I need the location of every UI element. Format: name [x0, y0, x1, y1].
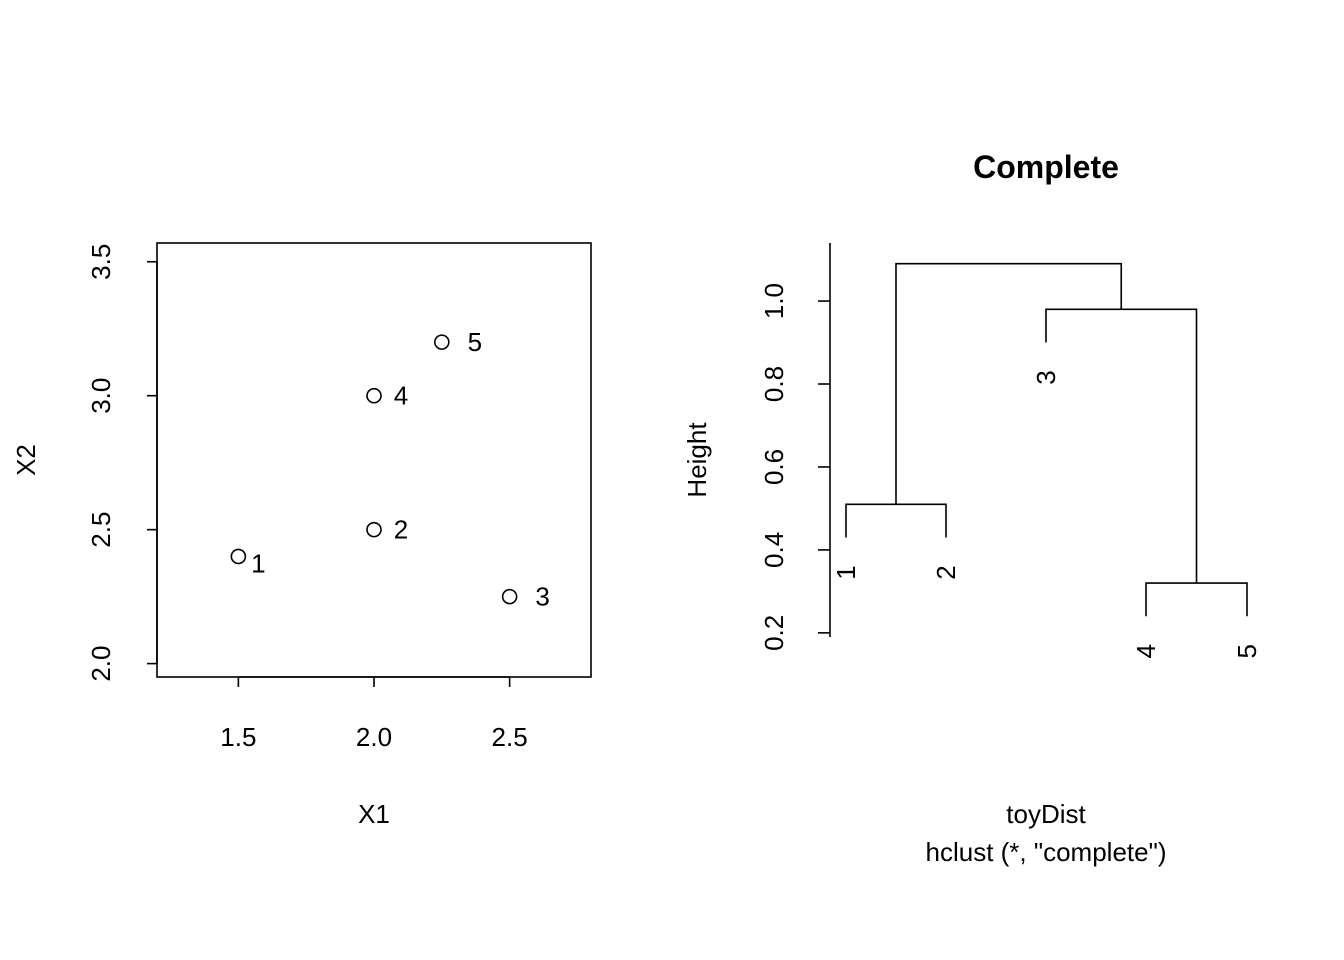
dendrogram-leaf-label: 4: [1131, 644, 1161, 658]
dendrogram-y-tick-label: 1.0: [759, 283, 789, 319]
dendrogram-leaf-label: 3: [1031, 370, 1061, 384]
scatter-point-label: 5: [468, 327, 482, 357]
scatter-x-axis-label: X1: [358, 799, 390, 829]
dendrogram-merge: [845, 503, 947, 538]
scatter-plot-frame: [156, 242, 592, 678]
scatter-point: [501, 588, 518, 605]
dendrogram-leaf-label: 1: [831, 565, 861, 579]
scatter-y-axis-label: X2: [11, 444, 41, 476]
dendrogram-x-axis-label: toyDist: [1006, 799, 1086, 829]
dendrogram-leaf-label: 5: [1232, 644, 1262, 658]
dendrogram-y-tick-label: 0.8: [759, 366, 789, 402]
scatter-point-label: 3: [535, 582, 549, 612]
scatter-y-tick-label: 2.5: [86, 512, 116, 548]
dendrogram-title: Complete: [973, 149, 1119, 185]
dendrogram-merge: [1145, 582, 1248, 617]
scatter-point: [230, 548, 247, 565]
scatter-y-tick-label: 3.0: [86, 378, 116, 414]
dendrogram-merge: [895, 262, 1123, 505]
scatter-point-label: 1: [251, 548, 265, 578]
scatter-point-label: 2: [394, 515, 408, 545]
scatter-point: [434, 334, 450, 350]
scatter-plot: 1.5 2.0 2.5 2.0 2.5 3.0 3.5 1 2 3 4 5 X1 X2: [11, 242, 592, 829]
dendrogram-branches: [845, 262, 1248, 617]
dendrogram-y-tick-label: 0.4: [759, 532, 789, 568]
scatter-point: [366, 387, 382, 404]
dendrogram-y-axis: 0.2 0.4 0.6 0.8 1.0: [759, 243, 831, 651]
scatter-y-axis: 2.0 2.5 3.0 3.5: [86, 244, 158, 682]
dendrogram-leaf-label: 2: [931, 565, 961, 579]
scatter-point-label: 4: [394, 381, 408, 411]
scatter-y-tick-label: 2.0: [86, 646, 116, 682]
dendrogram-subtitle: hclust (*, "complete"): [926, 837, 1167, 867]
scatter-x-tick-label: 1.5: [220, 722, 256, 752]
scatter-y-tick-label: 3.5: [86, 244, 116, 280]
scatter-x-tick-label: 2.5: [492, 722, 528, 752]
dendrogram-leaf-labels: 1 2 3 4 5: [831, 370, 1262, 658]
scatter-point: [366, 521, 382, 538]
dendrogram-merge: [1045, 308, 1198, 584]
scatter-x-tick-label: 2.0: [356, 722, 392, 752]
dendrogram-plot: Complete 0.2 0.4 0.6 0.8 1.0 1 2 3 4 5 Height to…: [682, 149, 1262, 867]
scatter-points: 1 2 3 4 5: [230, 327, 550, 612]
scatter-x-axis: 1.5 2.0 2.5: [220, 676, 528, 752]
dendrogram-y-axis-label: Height: [682, 422, 712, 498]
dendrogram-y-tick-label: 0.2: [759, 615, 789, 651]
dendrogram-y-tick-label: 0.6: [759, 449, 789, 485]
